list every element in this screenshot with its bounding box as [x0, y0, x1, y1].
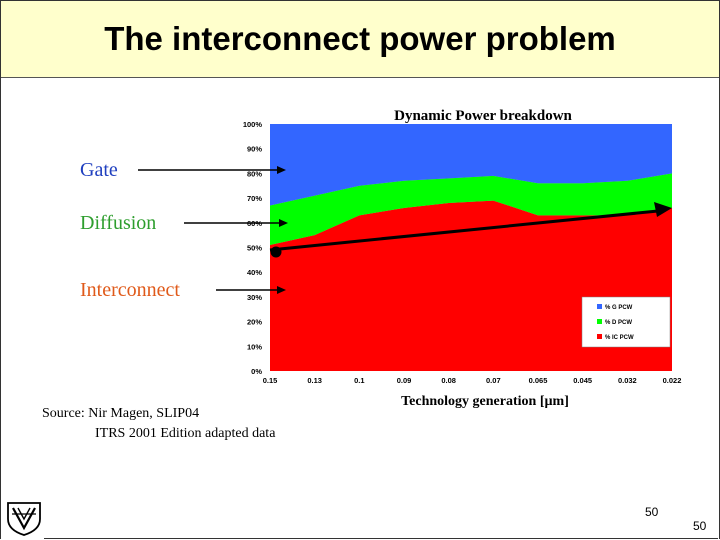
y-tick-label: 40%	[247, 268, 262, 277]
y-tick-label: 80%	[247, 169, 262, 178]
y-tick-label: 0%	[251, 367, 262, 376]
legend-label: % IC PCW	[605, 335, 634, 341]
area-series-1	[270, 173, 672, 246]
legend-swatch	[597, 304, 602, 309]
source-edition-line: ITRS 2001 Edition adapted data	[95, 426, 276, 441]
callout-arrowhead	[277, 286, 286, 294]
chart-title: Dynamic Power breakdown	[394, 108, 572, 124]
source-line: Source: Nir Magen, SLIP04	[42, 406, 200, 421]
legend-swatch	[597, 334, 602, 339]
trend-line	[269, 209, 659, 252]
area-series-2	[270, 124, 672, 206]
legend-label: % G PCW	[605, 305, 633, 311]
y-tick-label: 100%	[243, 120, 263, 129]
x-tick-label: 0.022	[663, 376, 682, 385]
callout-label-gate: Gate	[80, 159, 118, 181]
callout-label-interconnect: Interconnect	[80, 279, 180, 301]
x-tick-label: 0.15	[263, 376, 278, 385]
page-number: 50	[645, 505, 659, 519]
y-tick-label: 50%	[247, 244, 262, 253]
legend-label: % D PCW	[605, 320, 632, 326]
x-tick-label: 0.13	[307, 376, 322, 385]
callout-label-diffusion: Diffusion	[80, 212, 156, 234]
y-tick-label: 70%	[247, 194, 262, 203]
technion-logo-icon	[7, 502, 41, 536]
area-series-0	[270, 200, 672, 371]
callout-arrowhead	[279, 219, 288, 227]
x-axis-label: Technology generation [µm]	[401, 394, 569, 409]
x-tick-label: 0.07	[486, 376, 501, 385]
page-number-corner: 50	[693, 519, 707, 533]
y-tick-label: 90%	[247, 145, 262, 154]
x-tick-label: 0.1	[354, 376, 364, 385]
x-tick-label: 0.08	[441, 376, 456, 385]
trend-start-dot	[270, 246, 282, 258]
x-tick-label: 0.032	[618, 376, 637, 385]
title-bar: The interconnect power problem	[0, 0, 720, 78]
trend-arrowhead	[654, 201, 672, 217]
x-tick-label: 0.045	[573, 376, 592, 385]
y-tick-label: 10%	[247, 342, 262, 351]
x-tick-label: 0.09	[397, 376, 412, 385]
legend-box	[581, 296, 671, 348]
footer-divider	[44, 538, 718, 539]
x-tick-label: 0.065	[529, 376, 548, 385]
slide-title: The interconnect power problem	[104, 20, 616, 57]
y-tick-label: 20%	[247, 318, 262, 327]
y-tick-label: 30%	[247, 293, 262, 302]
legend-swatch	[597, 319, 602, 324]
callout-arrowhead	[277, 166, 286, 174]
